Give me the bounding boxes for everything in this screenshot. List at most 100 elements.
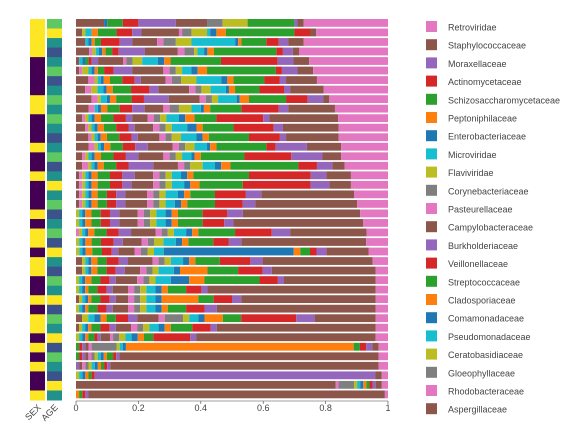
bar-segment-corynebacteriaceae [153, 199, 160, 208]
bar-segment-corynebacteriaceae [165, 133, 172, 142]
bar-segment-peptoniphilaceae [189, 257, 196, 265]
sex-cell [30, 314, 45, 325]
bar-segment-microviridae [158, 266, 174, 275]
bar-segment-actinomycetaceae [241, 314, 297, 323]
age-cell [47, 180, 62, 191]
bar-segment-campylobacteraceae [128, 257, 153, 265]
bar-segment-pseudomonadaceae [79, 304, 83, 313]
legend-item: Burkholderiaceae [426, 239, 518, 251]
bar-segment-staphylococcaceae [286, 76, 317, 84]
bar-segment-staphylococcaceae [372, 342, 379, 351]
bar-segment-corynebacteriaceae [195, 85, 202, 94]
bar-segment-corynebacteriaceae [163, 38, 176, 46]
bar-segment-actinomycetaceae [213, 295, 232, 304]
bar-segment-actinomycetaceae [215, 190, 246, 199]
bar-segment-retroviridae [303, 38, 388, 46]
legend-item: Aspergillaceae [426, 403, 507, 415]
bar-segment-staphylococcaceae [207, 285, 376, 294]
bar-segment-microviridae [191, 38, 236, 46]
bar-segment-pasteurellaceae [147, 190, 154, 199]
bar-segment-pseudomonadaceae [88, 314, 95, 323]
bar-segment-pasteurellaceae [128, 295, 135, 304]
bar-segment-peptoniphilaceae [238, 38, 242, 46]
bar-segment-campylobacteraceae [137, 314, 159, 323]
legend-label: Staphylococcaceae [448, 41, 526, 51]
bar-segment-corynebacteriaceae [126, 57, 133, 65]
legend-item: Campylobacteraceae [426, 221, 533, 233]
legend-item: Rhodobacteraceae [426, 385, 524, 397]
bar-segment-rhodobacteraceae [88, 133, 92, 142]
age-cell [47, 352, 62, 363]
bar-segment-retroviridae [375, 276, 388, 284]
legend-swatch [426, 239, 437, 251]
bar-segment-corynebacteriaceae [141, 247, 148, 256]
legend-label: Ceratobasidiaceae [448, 350, 523, 360]
bar-segment-rhodobacteraceae [82, 161, 89, 170]
bar-segment-burkholderiaceae [82, 342, 86, 351]
legend-swatch [426, 275, 437, 287]
bar-segment-veillonellaceae [106, 199, 117, 208]
bar-segment-peptoniphilaceae [184, 190, 191, 199]
age-cell [47, 285, 62, 296]
sex-cell [30, 342, 45, 353]
bar-segment-veillonellaceae [100, 295, 110, 304]
bar-segment-flaviviridae [191, 28, 208, 37]
sex-cell [30, 114, 45, 125]
bar-segment-rhodobacteraceae [88, 104, 95, 113]
bar-segment-ceratobasidiaceae [76, 333, 80, 342]
bar-segment-comamonadaceae [85, 228, 89, 237]
bar-segment-streptococcaceae [112, 85, 132, 94]
age-annotation-track [47, 19, 62, 401]
bar-segment-staphylococcaceae [286, 133, 339, 142]
bar-segment-staphylococcaceae [241, 238, 367, 246]
bar-segment-streptococcaceae [85, 57, 89, 65]
bar-segment-microviridae [154, 247, 164, 256]
age-cell [47, 209, 62, 220]
bar-segment-microviridae [155, 276, 171, 284]
bar-segment-streptococcaceae [88, 304, 98, 313]
bar-segment-staphylococcaceae [290, 85, 324, 94]
bar-segment-retroviridae [329, 95, 388, 104]
bar-segment-microviridae [149, 323, 159, 332]
bar-segment-comamonadaceae [94, 123, 98, 132]
age-cell [47, 171, 62, 182]
bar-segment-pseudomonadaceae [79, 276, 83, 284]
bar-segment-streptococcaceae [103, 123, 117, 132]
bar-segment-actinomycetaceae [186, 304, 205, 313]
bar-segment-flaviviridae [143, 323, 150, 332]
bar-segment-burkholderiaceae [115, 266, 125, 275]
age-cell [47, 238, 62, 249]
bar-segment-cladosporiaceae [94, 152, 101, 161]
bar-segment-streptococcaceae [106, 314, 116, 323]
bar-segment-flaviviridae [165, 171, 172, 180]
bar-segment-microviridae [182, 152, 192, 161]
bar-segment-pseudomonadaceae [94, 104, 98, 113]
bar-segment-retroviridae [378, 352, 388, 361]
bar-segment-enterobacteriaceae [360, 380, 364, 389]
bar-segment-pseudomonadaceae [97, 142, 101, 151]
bar-segment-schizosaccharomycetaceae [193, 171, 249, 180]
bar-segment-staphylococcaceae [375, 380, 382, 389]
track-label-age: AGE [39, 402, 60, 423]
bar-segment-veillonellaceae [88, 57, 92, 65]
bar-segment-moraxellaceae [190, 333, 197, 342]
bar-segment-pasteurellaceae [157, 38, 164, 46]
bar-segment-veillonellaceae [116, 123, 129, 132]
sex-cell [30, 19, 45, 30]
bar-segment-actinomycetaceae [219, 257, 251, 265]
legend-label: Aspergillaceae [448, 405, 507, 415]
bar-segment-flaviviridae [222, 19, 248, 27]
bar-segment-streptococcaceae [91, 295, 101, 304]
bar-segment-comamonadaceae [88, 171, 92, 180]
bar-segment-enterobacteriaceae [165, 209, 172, 218]
legend-item: Microviridae [426, 148, 497, 160]
bar-segment-staphylococcaceae [297, 19, 304, 27]
bar-segment-pseudomonadaceae [85, 257, 89, 265]
bar-segment-pasteurellaceae [128, 285, 135, 294]
bar-segment-enterobacteriaceae [184, 180, 191, 189]
age-cell [47, 114, 62, 125]
legend-item: Enterobacteriaceae [426, 130, 526, 142]
bar-segment-burkholderiaceae [109, 276, 116, 284]
sex-cell [30, 276, 45, 287]
bar-segment-ceratobasidiaceae [92, 47, 96, 56]
